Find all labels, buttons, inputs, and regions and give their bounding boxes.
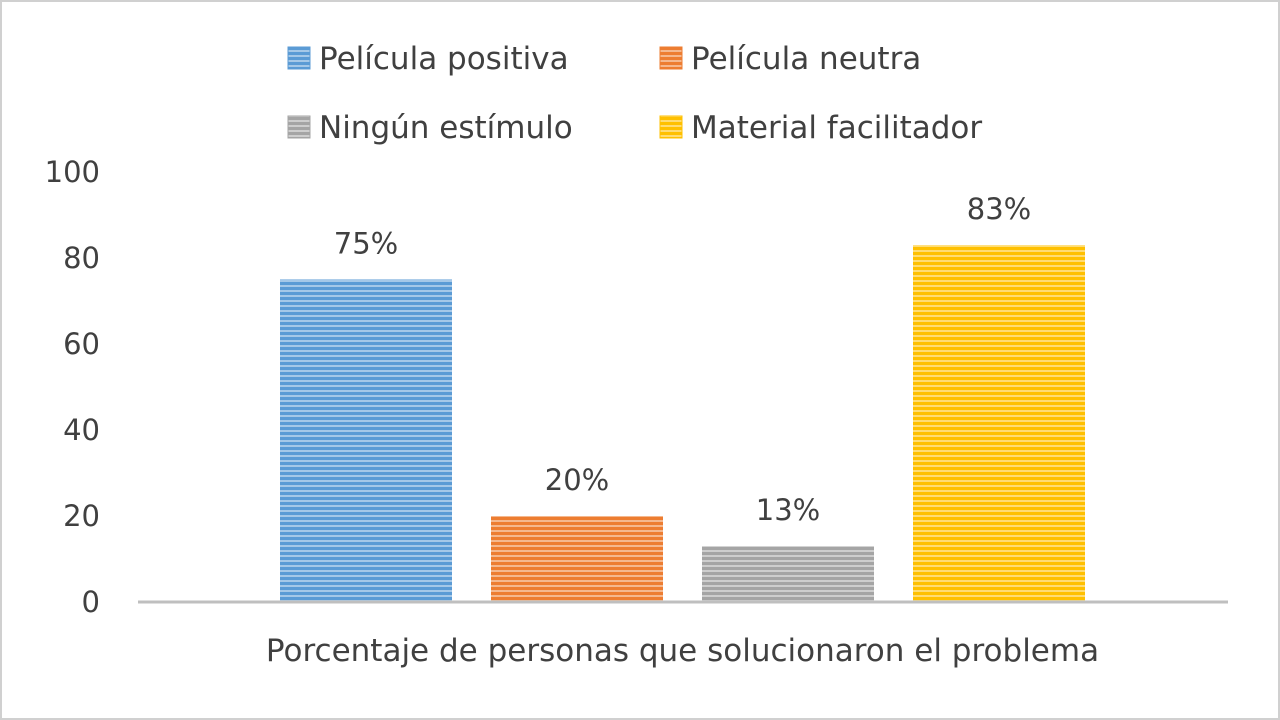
y-tick-label: 0 [82, 585, 100, 619]
y-tick-label: 100 [45, 155, 100, 189]
y-tick-label: 80 [63, 241, 100, 275]
bar-3 [702, 546, 874, 602]
y-tick-label: 20 [63, 499, 100, 533]
bar-4 [913, 245, 1085, 602]
y-axis: 0 20 40 60 80 100 [45, 155, 100, 619]
legend-swatch-4 [659, 115, 683, 139]
x-category-label: Porcentaje de personas que solucionaron … [266, 633, 1099, 669]
data-label-3: 13% [756, 493, 820, 527]
x-axis: Porcentaje de personas que solucionaron … [266, 633, 1099, 669]
legend-label-2: Película neutra [691, 41, 921, 77]
data-label-1: 75% [334, 227, 398, 261]
y-tick-label: 60 [63, 327, 100, 361]
legend-label-3: Ningún estímulo [319, 110, 573, 146]
legend-swatch-2 [659, 46, 683, 70]
bar-2 [491, 516, 663, 602]
bar-1 [280, 279, 452, 602]
legend-swatch-1 [287, 46, 311, 70]
legend: Película positiva Película neutra Ningún e… [287, 41, 982, 146]
data-label-2: 20% [545, 463, 609, 497]
legend-label-4: Material facilitador [691, 110, 982, 146]
y-tick-label: 40 [63, 413, 100, 447]
bars [280, 245, 1085, 602]
data-label-4: 83% [967, 192, 1031, 226]
legend-swatch-3 [287, 115, 311, 139]
legend-label-1: Película positiva [319, 41, 569, 77]
data-labels: 75% 20% 13% 83% [334, 192, 1031, 527]
